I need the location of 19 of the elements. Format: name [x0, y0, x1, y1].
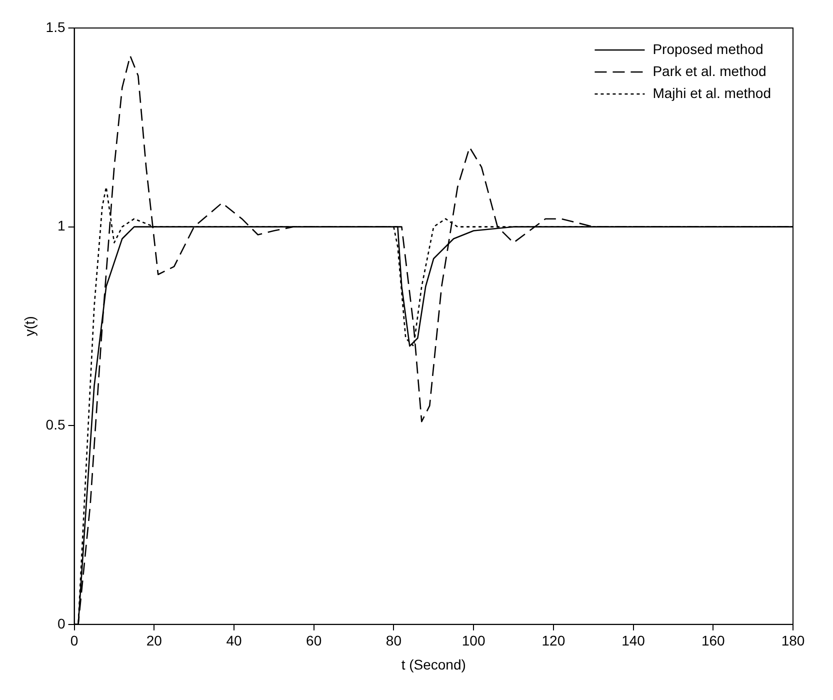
x-tick-label: 100	[462, 632, 486, 649]
legend-label: Park et al. method	[652, 62, 766, 79]
y-tick-label: 1	[57, 218, 66, 234]
legend-label: Majhi et al. method	[652, 84, 772, 101]
y-axis-title: y(t)	[21, 316, 38, 336]
x-tick-label: 120	[542, 632, 566, 649]
y-tick-label: 0	[57, 615, 66, 632]
x-tick-label: 40	[226, 632, 242, 649]
x-tick-label: 60	[306, 632, 322, 649]
y-tick-label: 0.5	[46, 416, 66, 432]
x-tick-label: 80	[386, 632, 402, 649]
x-tick-label: 0	[70, 632, 78, 649]
x-axis-title: t (Second)	[401, 656, 466, 672]
legend-label: Proposed method	[652, 40, 764, 57]
x-tick-label: 160	[701, 632, 726, 649]
y-tick-label: 1.5	[46, 18, 66, 35]
x-tick-label: 180	[781, 632, 805, 649]
x-tick-label: 20	[146, 632, 162, 649]
x-tick-label: 140	[622, 632, 646, 649]
